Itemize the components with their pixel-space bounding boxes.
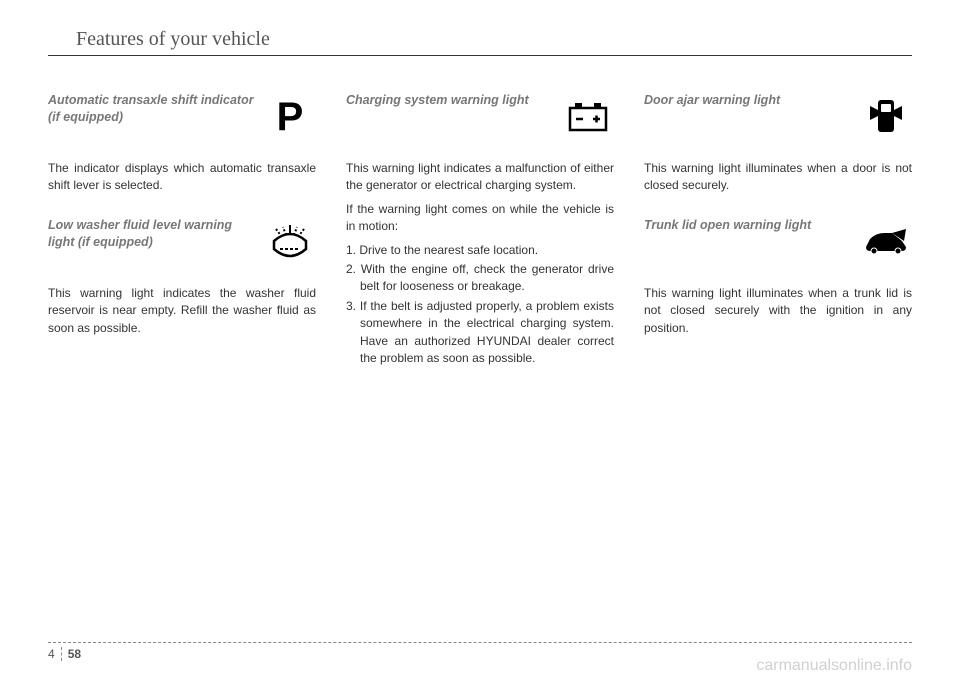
washer-title: Low washer fluid level warning light (if… bbox=[48, 217, 254, 251]
content-columns: Automatic transaxle shift indicator (if … bbox=[48, 92, 912, 389]
charging-step-1: 1. Drive to the nearest safe location. bbox=[346, 242, 614, 259]
charging-step-3: 3. If the belt is adjusted properly, a p… bbox=[346, 298, 614, 368]
section-washer: Low washer fluid level warning light (if… bbox=[48, 217, 316, 337]
door-ajar-icon bbox=[860, 92, 912, 140]
door-title: Door ajar warning light bbox=[644, 92, 850, 109]
charging-title: Charging system warning light bbox=[346, 92, 552, 109]
column-3: Door ajar warning light This warning lig… bbox=[644, 92, 912, 389]
transaxle-body: The indicator displays which automatic t… bbox=[48, 160, 316, 195]
washer-body: This warning light indicates the washer … bbox=[48, 285, 316, 337]
trunk-title: Trunk lid open warning light bbox=[644, 217, 850, 234]
trunk-body: This warning light illuminates when a tr… bbox=[644, 285, 912, 337]
washer-fluid-icon bbox=[264, 217, 316, 265]
door-body: This warning light illuminates when a do… bbox=[644, 160, 912, 195]
chapter-number: 4 bbox=[48, 647, 62, 661]
page-header: Features of your vehicle bbox=[48, 28, 912, 56]
column-1: Automatic transaxle shift indicator (if … bbox=[48, 92, 316, 389]
charging-intro: This warning light indicates a malfuncti… bbox=[346, 160, 614, 195]
p-indicator-icon: P bbox=[264, 92, 316, 140]
column-2: Charging system warning light This warni… bbox=[346, 92, 614, 389]
svg-text:P: P bbox=[277, 95, 304, 138]
section-door: Door ajar warning light This warning lig… bbox=[644, 92, 912, 195]
section-trunk: Trunk lid open warning light This warnin… bbox=[644, 217, 912, 337]
page-number: 58 bbox=[62, 647, 81, 661]
charging-step-2: 2. With the engine off, check the genera… bbox=[346, 261, 614, 296]
section-transaxle: Automatic transaxle shift indicator (if … bbox=[48, 92, 316, 195]
section-charging: Charging system warning light This warni… bbox=[346, 92, 614, 367]
transaxle-title: Automatic transaxle shift indicator (if … bbox=[48, 92, 254, 126]
battery-icon bbox=[562, 92, 614, 140]
trunk-open-icon bbox=[860, 217, 912, 265]
charging-intro2: If the warning light comes on while the … bbox=[346, 201, 614, 236]
watermark: carmanualsonline.info bbox=[756, 657, 912, 675]
